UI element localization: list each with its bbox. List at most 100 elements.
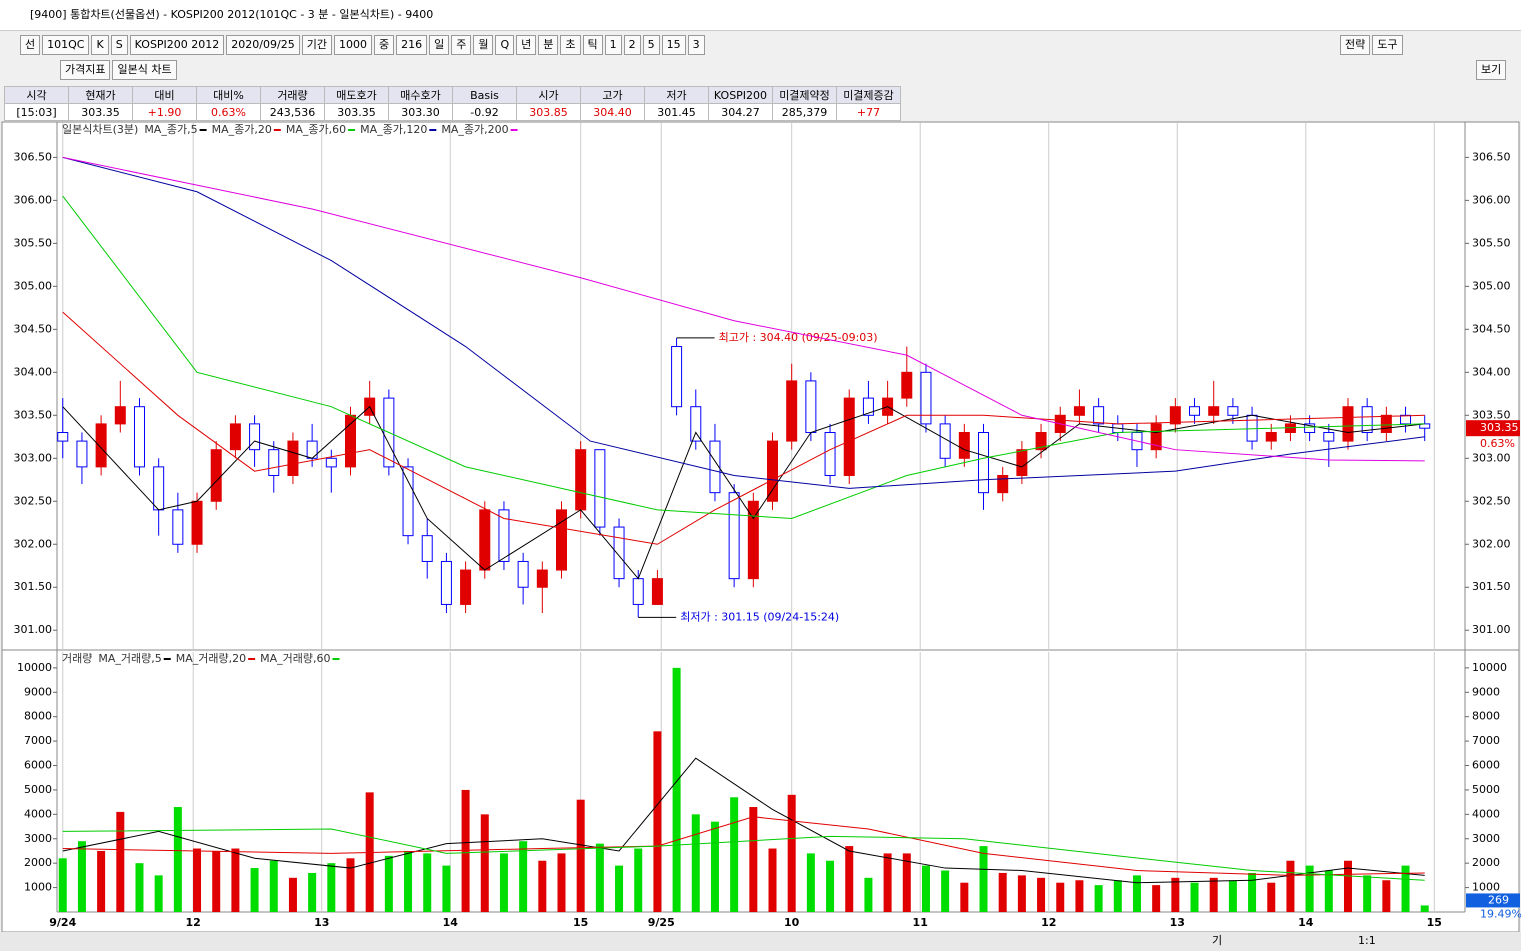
- volume-bar: [538, 860, 547, 912]
- y-tick-label: 306.50: [1472, 150, 1511, 163]
- toolbar-button[interactable]: 일: [429, 35, 450, 55]
- legend-title: 일본식차트(3분): [62, 122, 138, 136]
- x-tick-label: 14: [443, 916, 459, 929]
- volume-change: 19.49%: [1480, 907, 1521, 920]
- volume-bar: [960, 882, 969, 912]
- candle-body: [651, 578, 663, 605]
- toolbar-button[interactable]: 중: [373, 35, 395, 55]
- candle-body: [1361, 406, 1373, 433]
- y-tick-label: 304.50: [14, 322, 53, 335]
- quote-value: 243,536: [260, 103, 325, 121]
- volume-bar: [576, 799, 585, 912]
- ma-line: [62, 828, 1425, 881]
- y-tick-label: 2000: [1472, 856, 1500, 869]
- toolbar-button[interactable]: 주: [451, 35, 472, 55]
- volume-bar: [1382, 880, 1391, 912]
- quote-value: 301.45: [644, 103, 709, 121]
- candle-body: [939, 423, 951, 459]
- y-tick-label: 303.00: [14, 451, 53, 464]
- candle-body: [57, 431, 69, 442]
- last-price: 303.35: [1480, 421, 1519, 434]
- toolbar-button[interactable]: 2020/09/25: [226, 35, 300, 55]
- quote-value: 303.35: [68, 103, 133, 121]
- volume-bar: [1248, 872, 1257, 912]
- toolbar-button[interactable]: 도구: [1372, 35, 1403, 55]
- candle-body: [1265, 431, 1277, 442]
- volume-bar: [404, 850, 413, 912]
- candle-body: [594, 449, 606, 528]
- toolbar-button[interactable]: S: [110, 35, 128, 55]
- candle-body: [402, 466, 414, 537]
- toolbar-button[interactable]: 전략: [1340, 35, 1371, 55]
- toolbar-button[interactable]: 일본식 차트: [112, 60, 177, 80]
- toolbar-button[interactable]: 선: [20, 35, 41, 55]
- volume-bar: [1017, 875, 1026, 912]
- quote-header: 매도호가: [324, 86, 389, 104]
- candle-body: [958, 431, 970, 459]
- y-tick-label: 4000: [24, 807, 52, 820]
- y-tick-label: 303.00: [1472, 451, 1511, 464]
- chart: 기 1:1 9/24 12 13 14 15 9/25 10 11 12 13 14 15 301.00…: [0, 121, 1521, 951]
- toolbar-button[interactable]: 5: [642, 35, 660, 55]
- toolbar-button[interactable]: 1: [604, 35, 622, 55]
- toolbar-button[interactable]: 2: [623, 35, 641, 55]
- volume-bar: [864, 877, 873, 912]
- candle-body: [1073, 406, 1085, 416]
- y-tick-label: 305.50: [14, 236, 53, 249]
- legend-entry: MA_거래량,5: [98, 652, 161, 665]
- bottom-button[interactable]: 기: [1212, 934, 1222, 947]
- ma-line: [62, 195, 1425, 519]
- volume-bar: [442, 865, 451, 912]
- toolbar-button[interactable]: 1000: [333, 35, 372, 55]
- legend-title: 거래량: [62, 652, 92, 665]
- toolbar-button[interactable]: 보기: [1476, 60, 1507, 80]
- toolbar-button[interactable]: 분: [538, 35, 559, 55]
- candle-body: [632, 578, 644, 605]
- volume-bar: [883, 853, 892, 912]
- y-tick-label: 9000: [24, 685, 52, 698]
- volume-bar: [998, 872, 1007, 912]
- toolbar-button[interactable]: Q: [495, 35, 515, 55]
- quote-value: 285,379: [772, 103, 837, 121]
- legend-entry: MA_거래량,20: [176, 652, 246, 665]
- toolbar-button[interactable]: 15: [661, 35, 686, 55]
- volume-bar: [519, 841, 528, 912]
- legend-entry: MA_종가,200: [441, 123, 508, 136]
- x-tick-label: 12: [186, 916, 201, 929]
- toolbar-button[interactable]: 3: [687, 35, 705, 55]
- quote-header: 거래량: [260, 86, 325, 104]
- candle-body: [229, 423, 241, 451]
- chart-bg: [1, 121, 1520, 933]
- toolbar-button[interactable]: 101QC: [42, 35, 90, 55]
- quote-header: 현재가: [68, 86, 133, 104]
- volume-bar: [672, 667, 681, 912]
- last-volume: 269: [1488, 893, 1509, 906]
- toolbar-button[interactable]: K: [91, 35, 109, 55]
- toolbar-button[interactable]: 틱: [582, 35, 603, 55]
- toolbar-button[interactable]: 가격지표: [60, 60, 111, 80]
- toolbar-button[interactable]: KOSPI200 2012: [129, 35, 225, 55]
- scrollbar[interactable]: [0, 932, 1521, 951]
- y-tick-label: 303.50: [1472, 408, 1511, 421]
- y-tick-label: 1000: [1472, 881, 1500, 894]
- quote-value: 303.35: [324, 103, 389, 121]
- volume-bar: [173, 807, 182, 912]
- volume-bar: [615, 865, 624, 912]
- toolbar-button[interactable]: 초: [560, 35, 581, 55]
- candle-body: [786, 380, 798, 442]
- toolbar-button[interactable]: 기간: [301, 35, 332, 55]
- y-tick-label: 6000: [1472, 759, 1500, 772]
- quote-header: Basis: [452, 86, 517, 104]
- volume-bar: [58, 858, 67, 912]
- bottom-button[interactable]: 1:1: [1358, 934, 1376, 947]
- volume-bar: [653, 731, 662, 912]
- y-tick-label: 305.00: [14, 279, 53, 292]
- toolbar-button[interactable]: 년: [516, 35, 537, 55]
- volume-bar: [826, 860, 835, 912]
- annotation: 최저가 : 301.15 (09/24-15:24): [680, 610, 839, 623]
- toolbar-button[interactable]: 월: [473, 35, 494, 55]
- volume-bar: [212, 850, 221, 912]
- volume-bar: [1363, 875, 1372, 912]
- x-tick-label: 11: [913, 916, 928, 929]
- toolbar-button[interactable]: 216: [396, 35, 428, 55]
